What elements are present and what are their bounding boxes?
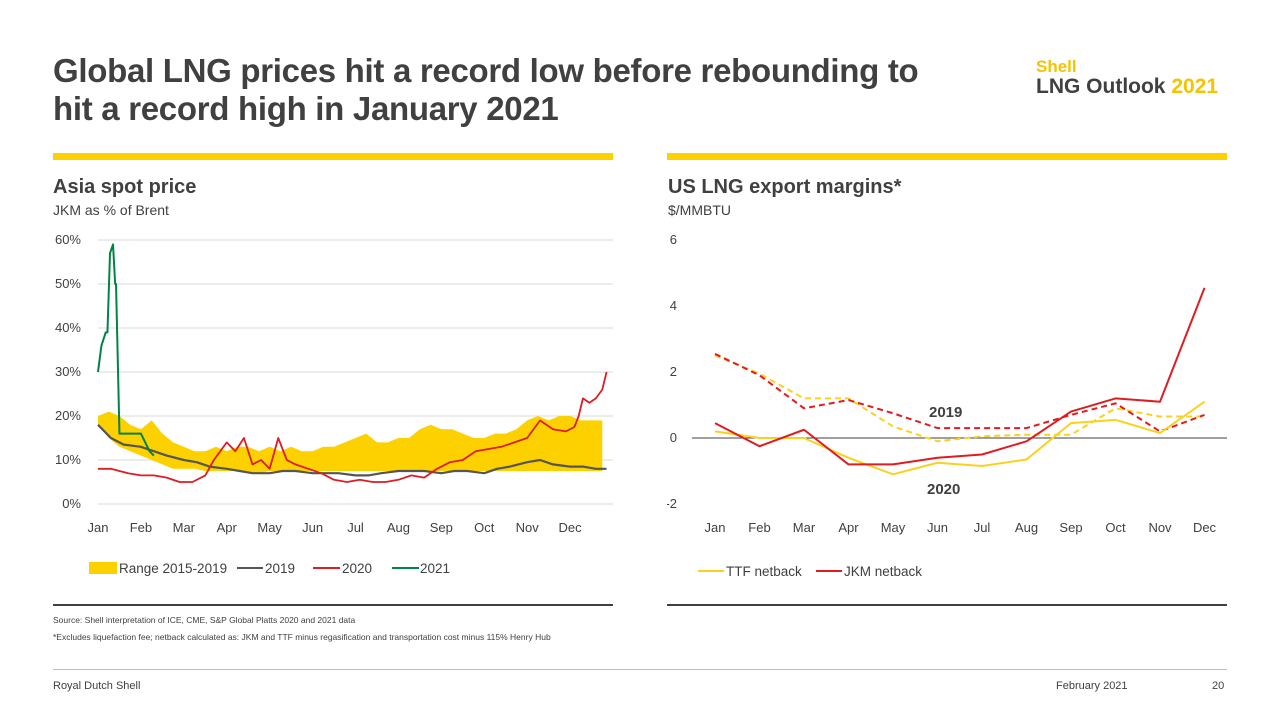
right-chart-subtitle: $/MMBTU [668,202,731,218]
x-tick-label-sep: Sep [1059,520,1082,535]
legend-jkm-label: JKM netback [844,564,922,579]
legend-ttf-label: TTF netback [726,564,802,579]
x-tick-label-dec: Dec [1193,520,1217,535]
footer-rule [53,669,1227,670]
series-2020-line [98,371,608,483]
x-tick-label-apr: Apr [838,520,859,535]
footer-date: February 2021 [1056,680,1128,692]
x-tick-label-jan: Jan [705,520,726,535]
y-tick-label-0: 0% [62,496,81,511]
series-2019-line [97,424,607,477]
x-tick-label-jun: Jun [302,520,323,535]
y-tick-label-4: 4 [670,298,677,313]
legend-2019-label: 2019 [265,561,295,576]
x-tick-label-nov: Nov [1148,520,1172,535]
brand-outlook-line: LNG Outlook 2021 [1036,75,1236,98]
footer-company: Royal Dutch Shell [53,680,141,692]
left-chart-subtitle: JKM as % of Brent [53,202,169,218]
annotation-2020: 2020 [927,481,960,498]
x-tick-label-nov: Nov [516,520,540,535]
right-panel-accent-bar [667,153,1227,160]
y-tick-label-0: 0 [670,430,677,445]
y-tick-label-6: 6 [670,232,677,247]
y-tick-label-30: 30% [55,364,81,379]
x-tick-label-oct: Oct [474,520,495,535]
brand-year: 2021 [1171,75,1219,98]
ttf-netback-2019-line [714,354,1205,443]
x-tick-label-jul: Jul [974,520,991,535]
x-tick-label-aug: Aug [1015,520,1038,535]
x-tick-label-mar: Mar [173,520,196,535]
jkm-netback-2020-line [714,287,1206,466]
x-tick-label-may: May [881,520,906,535]
x-tick-label-apr: Apr [217,520,238,535]
footer-page-number: 20 [1212,680,1225,692]
legend-2020-label: 2020 [342,561,372,576]
left-chart-title: Asia spot price [53,176,197,198]
x-tick-label-jan: Jan [88,520,109,535]
y-tick-label-40: 40% [55,320,81,335]
x-tick-label-feb: Feb [748,520,770,535]
y-tick-label-2: 2 [670,364,677,379]
x-tick-label-aug: Aug [387,520,410,535]
ttf-netback-2020-line [714,400,1206,476]
shell-brand-logo: Shell LNG Outlook 2021 [1036,58,1236,98]
right-panel-bottom-rule [667,604,1227,606]
left-panel-accent-bar [53,153,613,160]
asia-spot-price-chart: 0% 10% 20% 30% 40% 50% 60% Jan Feb Mar Apr May Jun J… [55,232,613,576]
series-2021-line [97,243,155,457]
y-tick-label-minus-2: -2 [667,496,677,511]
right-chart-title: US LNG export margins* [668,176,902,198]
brand-shell-text: Shell [1036,57,1077,76]
jkm-netback-2019-line [714,352,1205,433]
left-panel-bottom-rule [53,604,613,606]
legend-range-label: Range 2015-2019 [119,561,227,576]
brand-outlook-text: LNG Outlook [1036,75,1166,98]
x-tick-label-dec: Dec [559,520,583,535]
y-tick-label-60: 60% [55,232,81,247]
y-tick-label-10: 10% [55,452,81,467]
x-tick-label-mar: Mar [793,520,816,535]
legend-range-swatch [89,562,117,574]
x-tick-label-may: May [257,520,282,535]
page-title: Global LNG prices hit a record low befor… [53,52,919,127]
x-tick-label-feb: Feb [130,520,152,535]
x-tick-label-sep: Sep [430,520,453,535]
legend-2021-label: 2021 [420,561,450,576]
footnote-source: Source: Shell interpretation of ICE, CME… [53,615,356,625]
range-2015-2019-area [98,411,603,474]
footnote-definition: *Excludes liquefaction fee; netback calc… [53,632,551,642]
x-tick-label-oct: Oct [1105,520,1126,535]
annotation-2019: 2019 [929,404,962,421]
y-tick-label-50: 50% [55,276,81,291]
left-chart-legend: Range 2015-2019 2019 2020 2021 [89,561,450,576]
us-lng-export-margins-chart: -2 0 2 4 6 Jan Feb Mar Apr May Jun Jul Aug Sep Oct Nov… [667,232,1227,579]
x-tick-label-jul: Jul [347,520,364,535]
x-tick-label-jun: Jun [927,520,948,535]
right-chart-legend: TTF netback JKM netback [698,564,922,579]
y-tick-label-20: 20% [55,408,81,423]
